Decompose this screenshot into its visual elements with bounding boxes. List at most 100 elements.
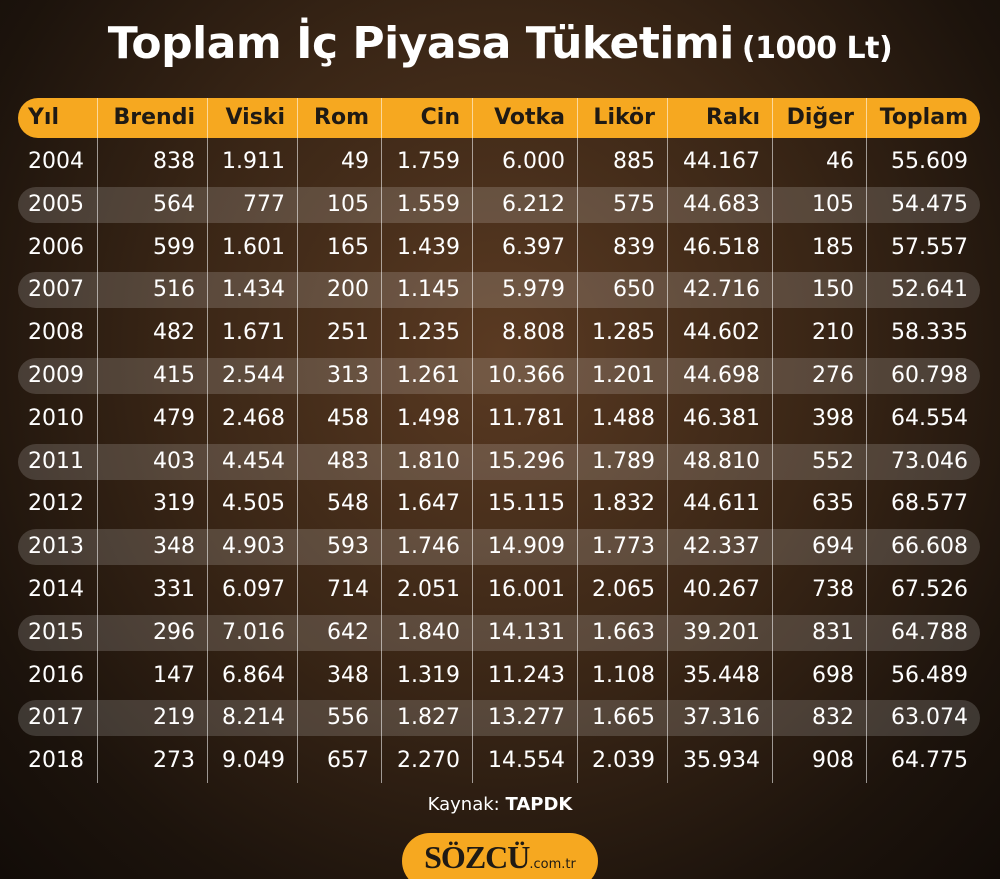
table-cell: 2014 <box>28 577 84 602</box>
row-band <box>18 529 980 566</box>
table-cell: 273 <box>153 748 195 774</box>
table-cell: 1.601 <box>222 234 285 260</box>
table-cell: 150 <box>812 277 854 303</box>
column-header: Votka <box>494 105 565 130</box>
table-cell: 185 <box>812 234 854 260</box>
table-cell: 2015 <box>28 619 84 645</box>
table-cell: 8.808 <box>502 320 565 346</box>
table-cell: 44.611 <box>683 491 760 517</box>
table-cell: 73.046 <box>891 448 968 474</box>
table-cell: 831 <box>812 619 854 645</box>
table-cell: 908 <box>812 748 854 774</box>
table-cell: 2.544 <box>222 363 285 388</box>
table-cell: 44.602 <box>683 320 760 346</box>
table-cell: 56.489 <box>891 662 968 688</box>
table-cell: 2012 <box>28 491 84 517</box>
table-cell: 58.335 <box>891 320 968 346</box>
table-cell: 6.397 <box>502 234 565 260</box>
table-cell: 1.647 <box>397 491 460 517</box>
table-cell: 482 <box>153 320 195 346</box>
table-cell: 10.366 <box>488 363 565 388</box>
table-cell: 1.559 <box>397 191 460 217</box>
table-cell: 2.270 <box>397 748 460 774</box>
table-cell: 147 <box>153 662 195 688</box>
table-cell: 1.498 <box>397 405 460 431</box>
table-cell: 2017 <box>28 705 84 731</box>
table-cell: 2018 <box>28 748 84 774</box>
table-cell: 44.698 <box>683 363 760 388</box>
table-cell: 348 <box>153 534 195 560</box>
table-cell: 458 <box>327 405 369 431</box>
table-cell: 552 <box>812 448 854 474</box>
table-cell: 642 <box>327 619 369 645</box>
table-cell: 37.316 <box>683 705 760 731</box>
column-header: Brendi <box>113 105 196 130</box>
row-band <box>18 443 980 480</box>
table-cell: 49 <box>341 149 369 174</box>
column-header: Rakı <box>706 105 760 130</box>
table-cell: 42.716 <box>683 277 760 303</box>
column-header: Rom <box>314 105 369 130</box>
table-cell: 1.261 <box>397 363 460 388</box>
table-cell: 210 <box>812 320 854 346</box>
table-cell: 2016 <box>28 662 84 688</box>
table-cell: 35.448 <box>683 662 760 688</box>
table-cell: 46.381 <box>683 405 760 431</box>
table-cell: 714 <box>327 577 369 602</box>
table-cell: 1.840 <box>397 619 460 645</box>
table-cell: 2.051 <box>397 577 460 602</box>
table-cell: 48.810 <box>683 448 760 474</box>
column-header: Yıl <box>28 105 60 130</box>
table-cell: 4.454 <box>222 448 285 474</box>
table-cell: 64.775 <box>891 748 968 774</box>
table-cell: 219 <box>153 705 195 731</box>
row-band <box>18 614 980 651</box>
table-cell: 14.909 <box>488 534 565 560</box>
column-header: Diğer <box>786 105 854 130</box>
table-cell: 1.285 <box>592 320 655 346</box>
table-cell: 276 <box>812 363 854 388</box>
table-cell: 1.810 <box>397 448 460 474</box>
table-cell: 42.337 <box>683 534 760 560</box>
table-cell: 556 <box>327 705 369 731</box>
table-cell: 1.832 <box>592 491 655 517</box>
table-cell: 14.131 <box>488 619 565 645</box>
unit: (1000 Lt) <box>741 31 893 66</box>
table-cell: 52.641 <box>891 277 968 303</box>
table-cell: 6.097 <box>222 577 285 602</box>
column-divider <box>97 98 98 783</box>
table-cell: 1.671 <box>222 320 285 346</box>
table-cell: 2013 <box>28 534 84 560</box>
table-cell: 2.065 <box>592 577 655 602</box>
table-cell: 479 <box>153 405 195 431</box>
column-divider <box>297 98 298 783</box>
table-cell: 1.746 <box>397 534 460 560</box>
table-cell: 403 <box>153 448 195 474</box>
table-cell: 200 <box>327 277 369 303</box>
source-label: Kaynak: <box>427 794 500 815</box>
logo: SÖZCÜ.com.tr <box>402 833 598 879</box>
table-cell: 1.789 <box>592 448 655 474</box>
table-cell: 1.439 <box>397 234 460 260</box>
column-divider <box>866 98 867 783</box>
column-divider <box>381 98 382 783</box>
table-cell: 4.505 <box>222 491 285 517</box>
column-divider <box>772 98 773 783</box>
table-cell: 839 <box>613 234 655 260</box>
table-cell: 319 <box>153 491 195 517</box>
table-cell: 1.434 <box>222 277 285 303</box>
table-cell: 46.518 <box>683 234 760 260</box>
table-cell: 313 <box>327 363 369 388</box>
table-cell: 40.267 <box>683 577 760 602</box>
table-cell: 8.214 <box>222 705 285 731</box>
table-cell: 348 <box>327 662 369 688</box>
table-cell: 11.781 <box>488 405 565 431</box>
table-cell: 5.979 <box>502 277 565 303</box>
table-cell: 738 <box>812 577 854 602</box>
table-cell: 2009 <box>28 363 84 388</box>
table-cell: 2010 <box>28 405 84 431</box>
table-cell: 11.243 <box>488 662 565 688</box>
table-cell: 63.074 <box>891 705 968 731</box>
table-cell: 694 <box>812 534 854 560</box>
column-header: Toplam <box>879 105 968 130</box>
